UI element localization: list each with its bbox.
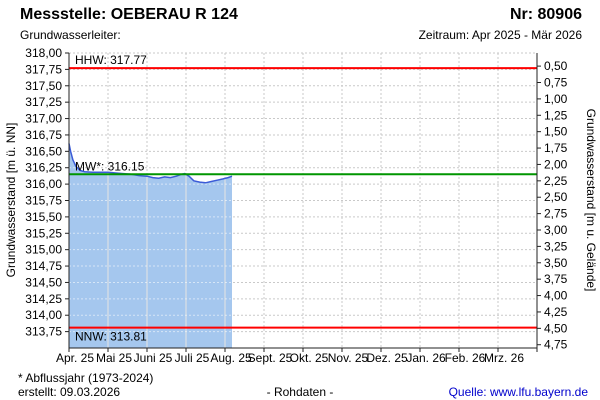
y-right-tick-label: 4,00 (544, 289, 568, 303)
y-right-tick-label: 2,25 (544, 174, 568, 188)
hhw-label: HHW: 317.77 (75, 53, 147, 67)
mw-label: MW*: 316.15 (75, 159, 145, 173)
y-left-tick-label: 314,75 (25, 259, 62, 273)
y-right-tick-label: 0,50 (544, 59, 568, 73)
y-right-tick-label: 2,00 (544, 157, 568, 171)
y-right-tick-label: 3,00 (544, 223, 568, 237)
x-tick-label: Nov. 25 (328, 351, 369, 365)
y-right-tick-label: 3,75 (544, 272, 568, 286)
y-left-tick-label: 316,00 (25, 177, 62, 191)
y-left-tick-label: 317,75 (25, 62, 62, 76)
y-right-tick-label: 0,75 (544, 76, 568, 90)
y-left-tick-label: 314,50 (25, 275, 62, 289)
x-tick-label: Juli 25 (175, 351, 210, 365)
rohdaten-label: - Rohdaten - (266, 385, 334, 399)
source-link[interactable]: Quelle: www.lfu.bayern.de (448, 385, 588, 399)
y-left-tick-label: 315,50 (25, 210, 62, 224)
y-left-tick-label: 317,50 (25, 79, 62, 93)
y-left-tick-label: 315,00 (25, 243, 62, 257)
x-tick-label: Okt. 25 (290, 351, 329, 365)
footnote-abflussjahr: * Abflussjahr (1973-2024) (18, 371, 154, 385)
y-right-tick-label: 4,75 (544, 338, 568, 352)
created-date: erstellt: 09.03.2026 (18, 385, 121, 399)
y-right-tick-label: 1,25 (544, 108, 568, 122)
y-left-tick-label: 316,75 (25, 128, 62, 142)
x-tick-label: Aug. 25 (210, 351, 252, 365)
aquifer-label: Grundwasserleiter: (20, 28, 121, 42)
y-right-tick-label: 1,75 (544, 141, 568, 155)
x-tick-label: Mai 25 (96, 351, 132, 365)
x-tick-label: Feb. 26 (445, 351, 486, 365)
y-left-tick-label: 314,25 (25, 292, 62, 306)
y-left-tick-label: 316,50 (25, 144, 62, 158)
water-level-curve (68, 143, 233, 184)
y-right-tick-label: 3,50 (544, 256, 568, 270)
x-tick-label: Juni 25 (134, 351, 173, 365)
x-tick-label: Sept. 25 (248, 351, 293, 365)
y-left-tick-label: 316,25 (25, 161, 62, 175)
y-left-tick-label: 314,00 (25, 308, 62, 322)
water-level-area (69, 143, 232, 348)
nnw-label: NNW: 313.81 (75, 330, 147, 344)
y-right-axis-title: Grundwasserstand [m u. Gelände] (584, 109, 598, 292)
x-tick-label: Jan. 26 (406, 351, 446, 365)
y-left-tick-label: 318,00 (25, 46, 62, 60)
period-label: Zeitraum: Apr 2025 - Mär 2026 (418, 28, 582, 42)
y-right-tick-label: 4,25 (544, 305, 568, 319)
y-right-tick-label: 2,75 (544, 207, 568, 221)
y-left-tick-label: 315,25 (25, 226, 62, 240)
y-left-axis-title: Grundwasserstand [m ü. NN] (4, 123, 18, 278)
y-right-tick-label: 1,00 (544, 92, 568, 106)
y-right-tick-label: 2,50 (544, 190, 568, 204)
page-title: Messstelle: OEBERAU R 124 (20, 6, 238, 23)
y-right-tick-label: 4,50 (544, 321, 568, 335)
y-left-tick-label: 315,75 (25, 194, 62, 208)
x-tick-label: Apr. 25 (56, 351, 94, 365)
y-left-tick-label: 317,25 (25, 95, 62, 109)
station-number: Nr: 80906 (509, 6, 582, 23)
x-tick-label: Dez. 25 (366, 351, 408, 365)
y-left-tick-label: 317,00 (25, 112, 62, 126)
y-right-tick-label: 1,50 (544, 125, 568, 139)
y-right-tick-label: 3,25 (544, 239, 568, 253)
y-left-tick-label: 313,75 (25, 325, 62, 339)
x-tick-label: Mrz. 26 (484, 351, 524, 365)
